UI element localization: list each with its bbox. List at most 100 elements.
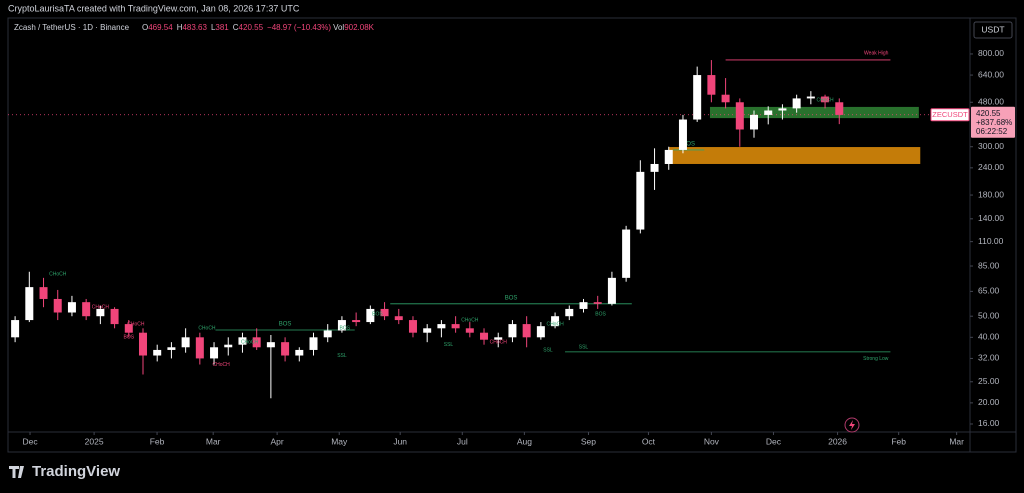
level-label: Weak High bbox=[864, 50, 889, 56]
legend-item: O469.54 bbox=[142, 23, 173, 32]
candle-body bbox=[408, 320, 417, 333]
y-tick-label: 85.00 bbox=[978, 260, 1000, 270]
y-tick-label: 110.00 bbox=[978, 236, 1004, 246]
x-tick-label: 2025 bbox=[85, 436, 104, 446]
candle-body bbox=[678, 119, 687, 150]
zone bbox=[668, 147, 921, 164]
y-tick-label: 140.00 bbox=[978, 213, 1004, 223]
candle-body bbox=[295, 349, 304, 356]
candle-body bbox=[110, 308, 119, 325]
y-tick-label: 240.00 bbox=[978, 162, 1004, 172]
legend-item: −48.97 (−10.43%) bbox=[267, 23, 331, 32]
candle-body bbox=[650, 163, 659, 172]
x-tick-label: Mar bbox=[949, 436, 964, 446]
candle-body bbox=[693, 75, 702, 120]
y-tick-label: 20.00 bbox=[978, 397, 1000, 407]
candle-body bbox=[522, 324, 531, 338]
annotation: CHoCH bbox=[816, 98, 834, 104]
candle-body bbox=[664, 149, 673, 164]
candle-body bbox=[53, 298, 62, 313]
candle-body bbox=[721, 94, 730, 103]
legend-value: 483.63 bbox=[182, 23, 207, 32]
legend-value: 469.54 bbox=[148, 23, 173, 32]
candle-body bbox=[607, 277, 616, 304]
legend-value: −48.97 (−10.43%) bbox=[267, 23, 331, 32]
candle-body bbox=[465, 328, 474, 333]
level-label: BOS bbox=[279, 322, 292, 328]
x-tick-label: Mar bbox=[206, 436, 221, 446]
annotation: CHoCH bbox=[127, 321, 145, 327]
legend-value: 902.08K bbox=[344, 23, 374, 32]
x-tick-label: Jul bbox=[457, 436, 468, 446]
annotation: SSL bbox=[543, 347, 553, 353]
author-line: CryptoLaurisaTA created with TradingView… bbox=[8, 3, 300, 13]
candle-body bbox=[494, 337, 503, 340]
x-tick-label: Apr bbox=[271, 436, 284, 446]
x-tick-label: Feb bbox=[150, 436, 165, 446]
y-tick-label: 40.00 bbox=[978, 332, 1000, 342]
candle-body bbox=[337, 320, 346, 331]
y-tick-label: 65.00 bbox=[978, 286, 1000, 296]
x-tick-label: Dec bbox=[766, 436, 782, 446]
lightning-glyph bbox=[849, 420, 855, 430]
annotation: CHoCH bbox=[461, 317, 479, 323]
candle-body bbox=[821, 96, 830, 103]
candle-body bbox=[67, 302, 76, 313]
candle-body bbox=[508, 324, 517, 338]
brand: TradingView bbox=[9, 463, 120, 480]
candle-body bbox=[593, 302, 602, 304]
candle-body bbox=[352, 320, 361, 323]
candle-body bbox=[565, 308, 574, 317]
legend-key: L bbox=[211, 23, 216, 32]
annotation: SSL bbox=[337, 353, 347, 359]
candle-body bbox=[622, 229, 631, 278]
annotation: CHoCH bbox=[49, 271, 67, 277]
annotation: CHoCH bbox=[546, 321, 564, 327]
annotation: SSL bbox=[444, 342, 454, 348]
candle-body bbox=[437, 324, 446, 329]
candle-body bbox=[210, 347, 219, 359]
ticker-label: ZECUSDT bbox=[932, 110, 968, 119]
x-tick-label: Oct bbox=[642, 436, 656, 446]
brand-name: TradingView bbox=[32, 463, 120, 480]
x-tick-label: 2026 bbox=[828, 436, 847, 446]
legend-key: Vol bbox=[333, 23, 344, 32]
legend-key: C bbox=[233, 23, 239, 32]
y-tick-label: 800.00 bbox=[978, 48, 1004, 58]
candle-body bbox=[11, 320, 20, 338]
currency-label: USDT bbox=[981, 24, 1004, 34]
annotation: CHoCH bbox=[241, 339, 259, 345]
brand-icon bbox=[9, 466, 24, 478]
candle-body bbox=[153, 349, 162, 356]
candle-body bbox=[480, 332, 489, 340]
candle-body bbox=[394, 316, 403, 321]
x-tick-label: Nov bbox=[704, 436, 720, 446]
candle-body bbox=[764, 110, 773, 115]
candle-body bbox=[195, 337, 204, 359]
y-tick-label: 16.00 bbox=[978, 418, 1000, 428]
symbol: Zcash / TetherUS · 1D · Binance bbox=[14, 23, 130, 32]
candle-body bbox=[380, 308, 389, 317]
annotation: BOS bbox=[339, 326, 350, 332]
x-tick-label: Sep bbox=[581, 436, 596, 446]
price-tag-change: +837.68% bbox=[976, 118, 1012, 127]
currency-button[interactable] bbox=[973, 21, 1013, 39]
zone bbox=[709, 106, 919, 119]
legend-key: O bbox=[142, 23, 148, 32]
candle-body bbox=[636, 171, 645, 230]
candle-body bbox=[266, 342, 275, 348]
annotation: CHoCH bbox=[198, 326, 216, 332]
level-label: Strong Low bbox=[863, 356, 889, 362]
x-tick-label: Dec bbox=[22, 436, 38, 446]
y-tick-label: 25.00 bbox=[978, 376, 1000, 386]
lightning-icon[interactable] bbox=[844, 417, 860, 433]
y-tick-label: 32.00 bbox=[978, 353, 1000, 363]
legend-value: 420.55 bbox=[239, 23, 264, 32]
y-tick-label: 640.00 bbox=[978, 69, 1004, 79]
y-tick-label: 480.00 bbox=[978, 97, 1004, 107]
candle-body bbox=[536, 326, 545, 338]
candle-body bbox=[792, 98, 801, 109]
candle-body bbox=[551, 316, 560, 327]
ticker-tag bbox=[930, 108, 970, 122]
candle-body bbox=[181, 337, 190, 348]
